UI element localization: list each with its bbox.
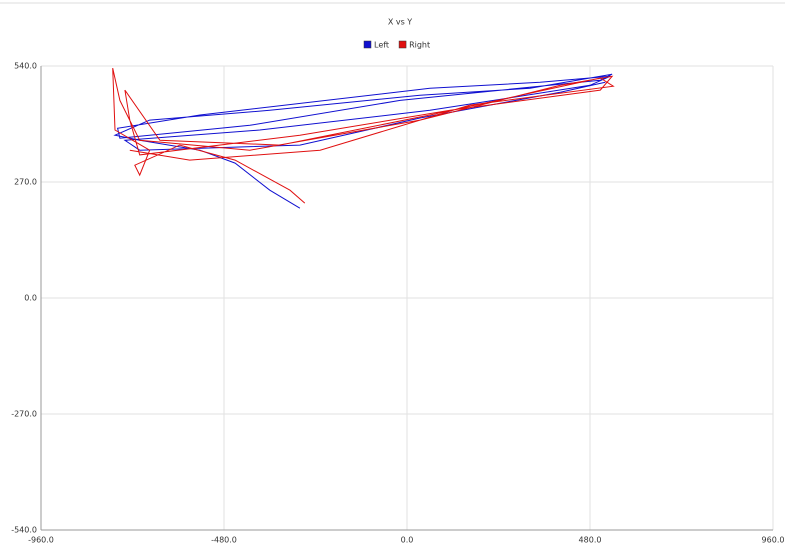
legend-swatch — [398, 40, 407, 49]
x-tick-label: -960.0 — [28, 536, 54, 545]
y-tick-label: -540.0 — [11, 526, 37, 535]
legend-swatch — [363, 40, 372, 49]
y-tick-label: 540.0 — [14, 62, 37, 71]
legend-label: Left — [374, 41, 389, 50]
series-line — [112, 67, 615, 204]
y-tick-label: 270.0 — [14, 178, 37, 187]
legend-label: Right — [409, 41, 430, 50]
x-tick-label: 0.0 — [401, 536, 414, 545]
x-tick-label: -480.0 — [211, 536, 237, 545]
x-tick-label: 960.0 — [762, 536, 785, 545]
y-tick-label: -270.0 — [11, 410, 37, 419]
series-line — [113, 73, 613, 209]
y-tick-label: 0.0 — [24, 294, 37, 303]
x-tick-label: 480.0 — [579, 536, 602, 545]
chart-title: X vs Y — [388, 18, 412, 27]
